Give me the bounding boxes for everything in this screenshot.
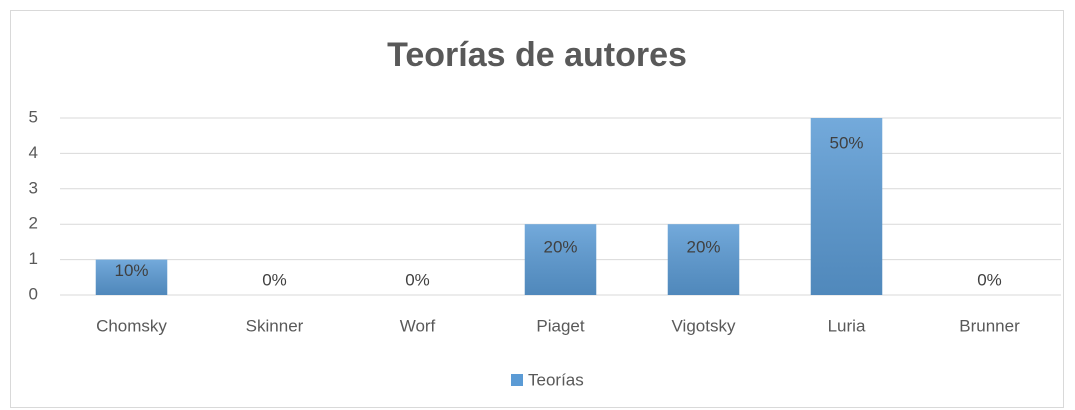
chart-title: Teorías de autores xyxy=(387,36,687,74)
y-tick-label: 4 xyxy=(29,143,38,162)
x-tick-label: Skinner xyxy=(246,316,304,335)
bar-shade xyxy=(524,224,597,295)
x-tick-label: Luria xyxy=(828,316,866,335)
x-tick-label: Worf xyxy=(400,316,436,335)
x-tick-label: Chomsky xyxy=(96,316,167,335)
x-tick-label: Vigotsky xyxy=(672,316,736,335)
chart-border xyxy=(10,10,1064,408)
x-tick-label: Brunner xyxy=(959,316,1020,335)
data-label: 20% xyxy=(686,237,720,256)
data-label: 0% xyxy=(405,270,430,289)
data-label: 0% xyxy=(262,270,287,289)
legend-swatch xyxy=(511,374,523,386)
x-tick-label: Piaget xyxy=(536,316,584,335)
y-tick-label: 2 xyxy=(29,214,38,233)
bar-shade xyxy=(95,259,168,295)
data-label: 10% xyxy=(114,261,148,280)
y-tick-label: 1 xyxy=(29,249,38,268)
y-tick-label: 3 xyxy=(29,178,38,197)
y-tick-label: 0 xyxy=(29,284,38,303)
data-label: 20% xyxy=(543,237,577,256)
y-tick-label: 5 xyxy=(29,107,38,126)
bar-shade xyxy=(810,118,883,295)
bar-shade xyxy=(667,224,740,295)
legend-label: Teorías xyxy=(528,370,584,389)
data-label: 50% xyxy=(829,133,863,152)
data-label: 0% xyxy=(977,270,1002,289)
